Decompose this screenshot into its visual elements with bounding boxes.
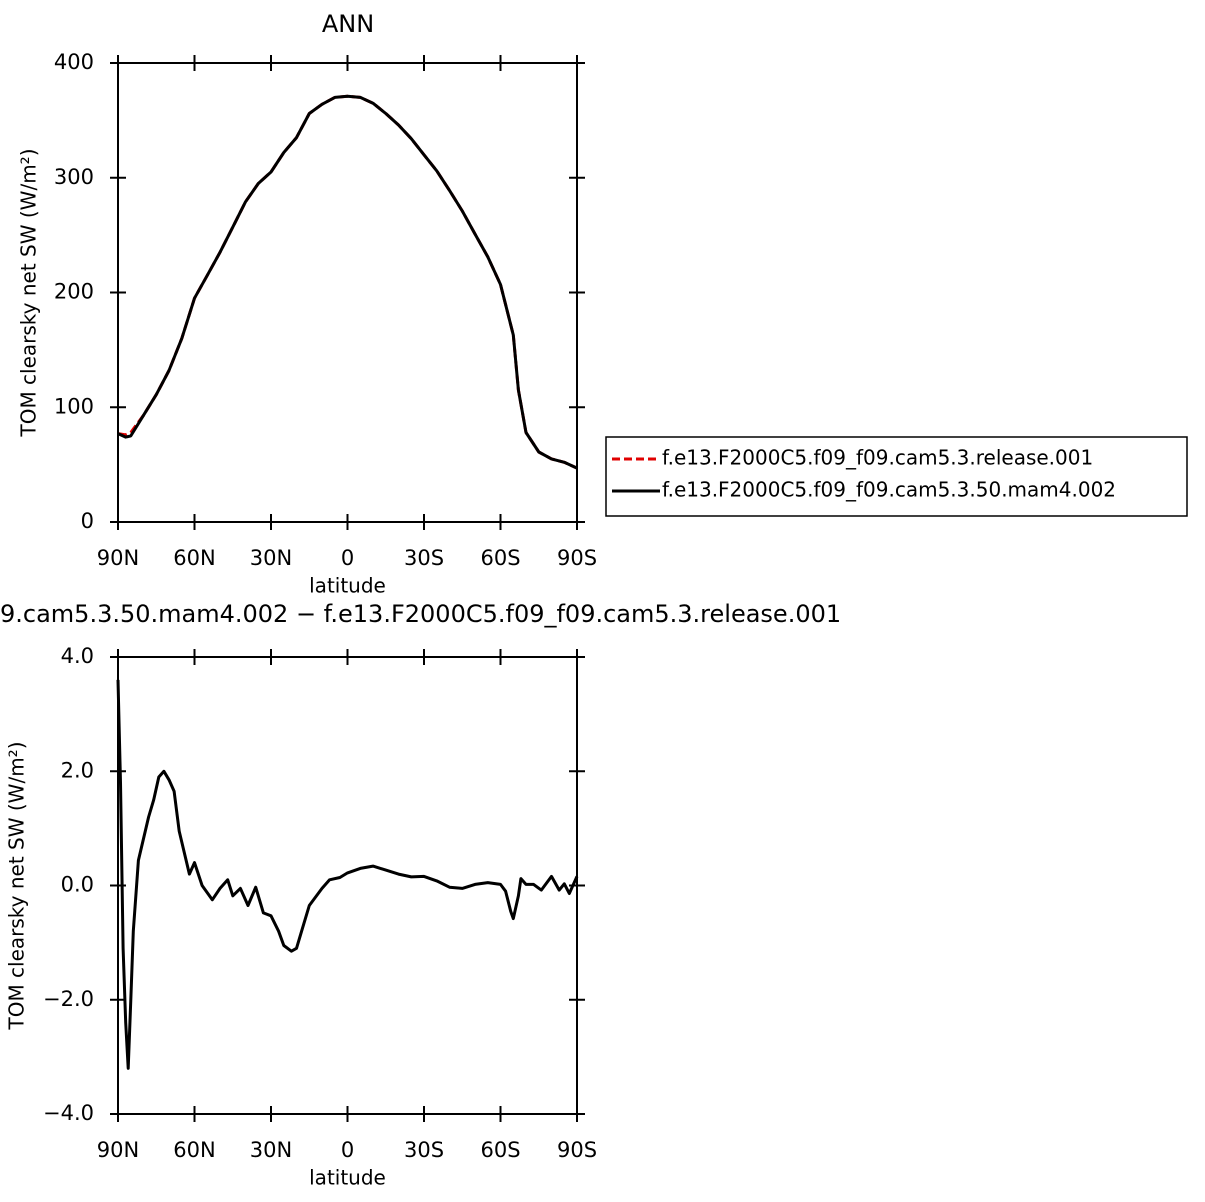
- x-tick-label: 90N: [97, 546, 139, 570]
- x-tick-label: 90S: [557, 1138, 597, 1162]
- y-tick-label: 400: [54, 50, 94, 74]
- x-tick-label: 30S: [404, 1138, 444, 1162]
- plot-frame: [117, 62, 578, 523]
- x-tick-label: 60S: [480, 1138, 520, 1162]
- legend-label: f.e13.F2000C5.f09_f09.cam5.3.50.mam4.002: [662, 478, 1116, 502]
- y-tick-label: −2.0: [43, 987, 94, 1011]
- y-tick-label: 200: [54, 280, 94, 304]
- chart-title: ANN: [322, 10, 374, 38]
- y-tick-label: 300: [54, 165, 94, 189]
- x-axis-label: latitude: [309, 574, 386, 598]
- y-tick-label: 0.0: [61, 873, 94, 897]
- y-tick-label: −4.0: [43, 1101, 94, 1125]
- x-tick-label: 30N: [250, 1138, 292, 1162]
- data-line: [116, 679, 579, 1070]
- y-axis-label: TOM clearsky net SW (W/m²): [5, 741, 29, 1030]
- x-tick-label: 60N: [173, 1138, 215, 1162]
- x-tick-label: 60N: [173, 546, 215, 570]
- x-tick-label: 0: [341, 546, 354, 570]
- y-tick-label: 100: [54, 394, 94, 418]
- data-line: [117, 94, 578, 470]
- x-tick-label: 0: [341, 1138, 354, 1162]
- legend-label: f.e13.F2000C5.f09_f09.cam5.3.release.001: [662, 446, 1093, 470]
- x-tick-label: 90S: [557, 546, 597, 570]
- y-tick-label: 4.0: [61, 644, 94, 668]
- chart-title: 9.cam5.3.50.mam4.002 − f.e13.F2000C5.f09…: [0, 600, 841, 628]
- x-tick-label: 30N: [250, 546, 292, 570]
- x-tick-label: 30S: [404, 546, 444, 570]
- plot-frame: [117, 656, 578, 1115]
- y-tick-label: 2.0: [61, 758, 94, 782]
- x-tick-label: 90N: [97, 1138, 139, 1162]
- legend-box: [605, 436, 1188, 517]
- y-tick-label: 0: [81, 509, 94, 533]
- x-tick-label: 60S: [480, 546, 520, 570]
- x-axis-label: latitude: [309, 1166, 386, 1190]
- y-axis-label: TOM clearsky net SW (W/m²): [17, 148, 41, 437]
- data-line: [117, 94, 578, 470]
